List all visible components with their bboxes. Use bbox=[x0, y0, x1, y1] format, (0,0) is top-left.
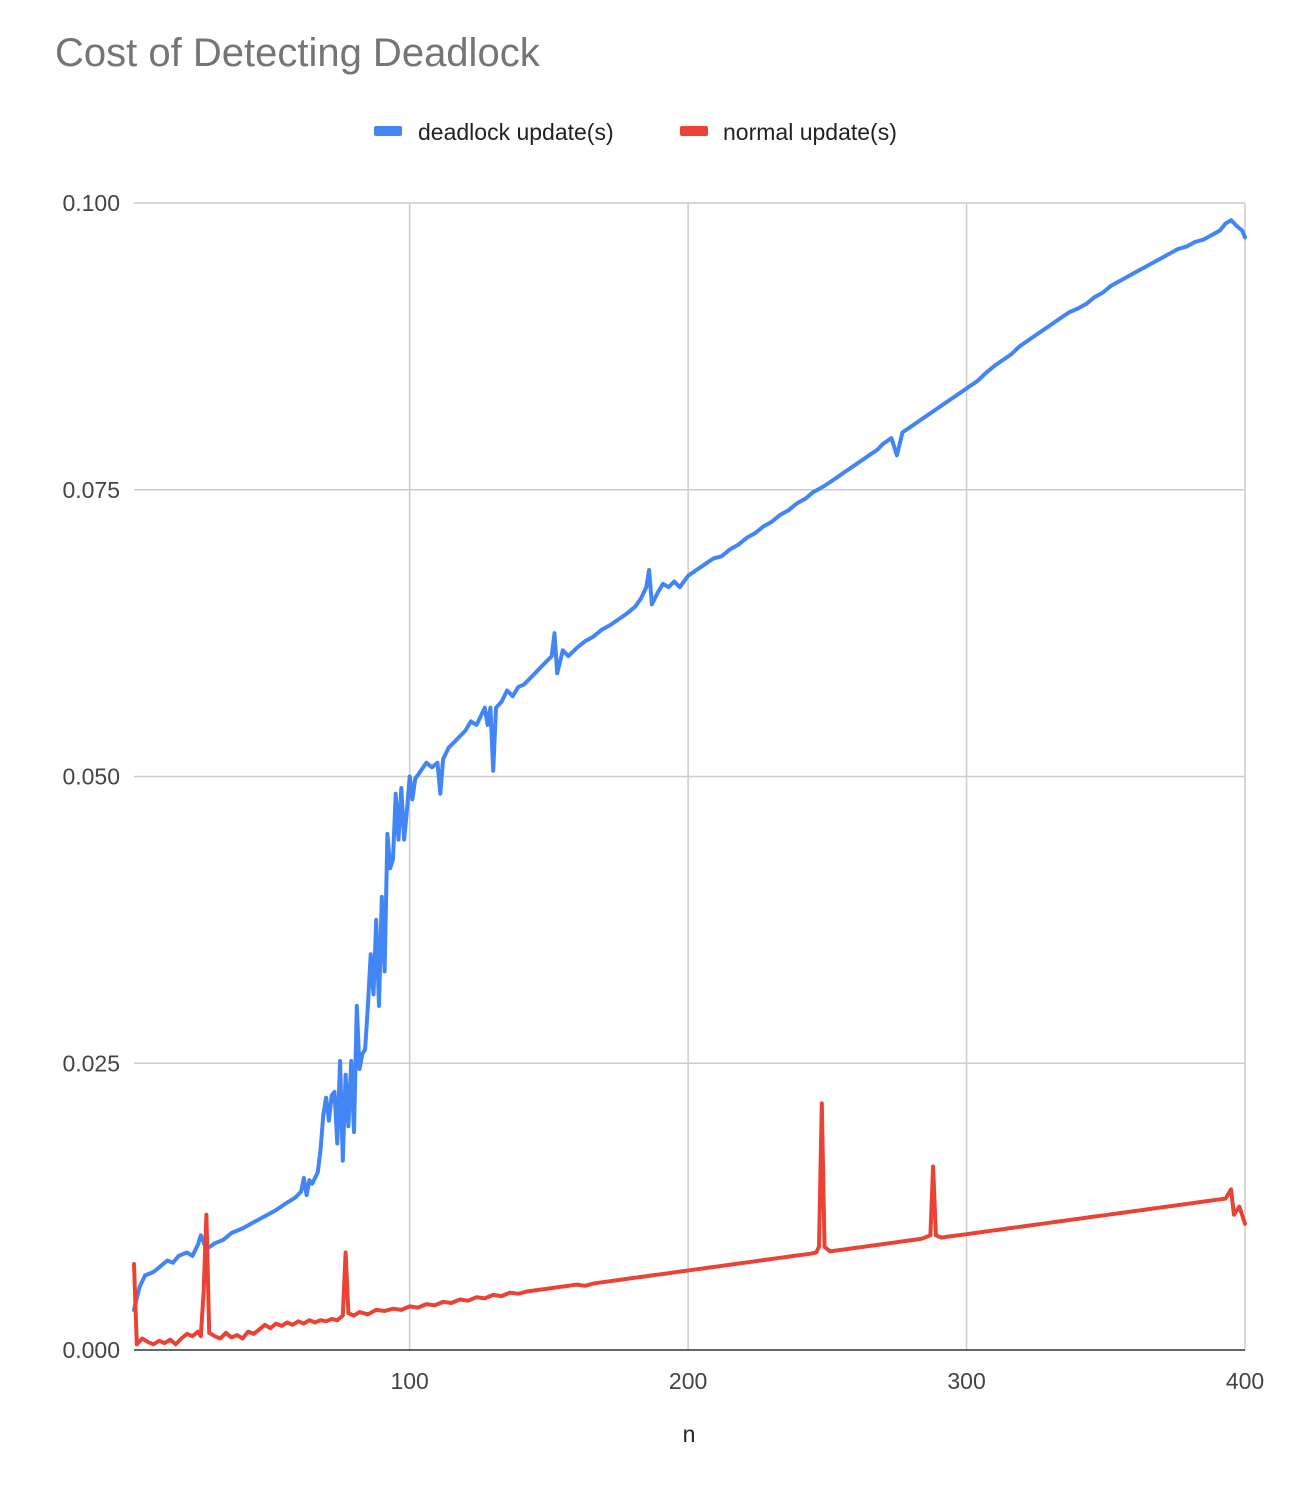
x-tick-label: 200 bbox=[669, 1368, 707, 1394]
x-tick-label: 400 bbox=[1226, 1368, 1264, 1394]
chart-title: Cost of Detecting Deadlock bbox=[55, 31, 541, 75]
legend-label-normal-update: normal update(s) bbox=[723, 119, 897, 145]
series-lines bbox=[132, 218, 1247, 1347]
y-tick-label: 0.025 bbox=[62, 1050, 120, 1076]
legend-swatch-normal-update bbox=[680, 126, 708, 136]
y-tick-label: 0.000 bbox=[62, 1337, 120, 1363]
y-tick-label: 0.100 bbox=[62, 190, 120, 216]
gridlines bbox=[134, 202, 1246, 1350]
series-line-normal-update bbox=[132, 1101, 1247, 1347]
x-axis-title: n bbox=[683, 1421, 696, 1447]
legend-swatch-deadlock-update bbox=[374, 126, 402, 136]
legend: deadlock update(s) normal update(s) bbox=[374, 119, 897, 145]
x-axis-ticks: 100 200 300 400 bbox=[390, 1368, 1264, 1394]
y-tick-label: 0.075 bbox=[62, 477, 120, 503]
y-axis-ticks: 0.000 0.025 0.050 0.075 0.100 bbox=[62, 190, 120, 1363]
y-tick-label: 0.050 bbox=[62, 764, 120, 790]
series-line-deadlock-update bbox=[132, 218, 1247, 1312]
x-tick-label: 100 bbox=[390, 1368, 428, 1394]
legend-label-deadlock-update: deadlock update(s) bbox=[418, 119, 614, 145]
x-tick-label: 300 bbox=[947, 1368, 985, 1394]
